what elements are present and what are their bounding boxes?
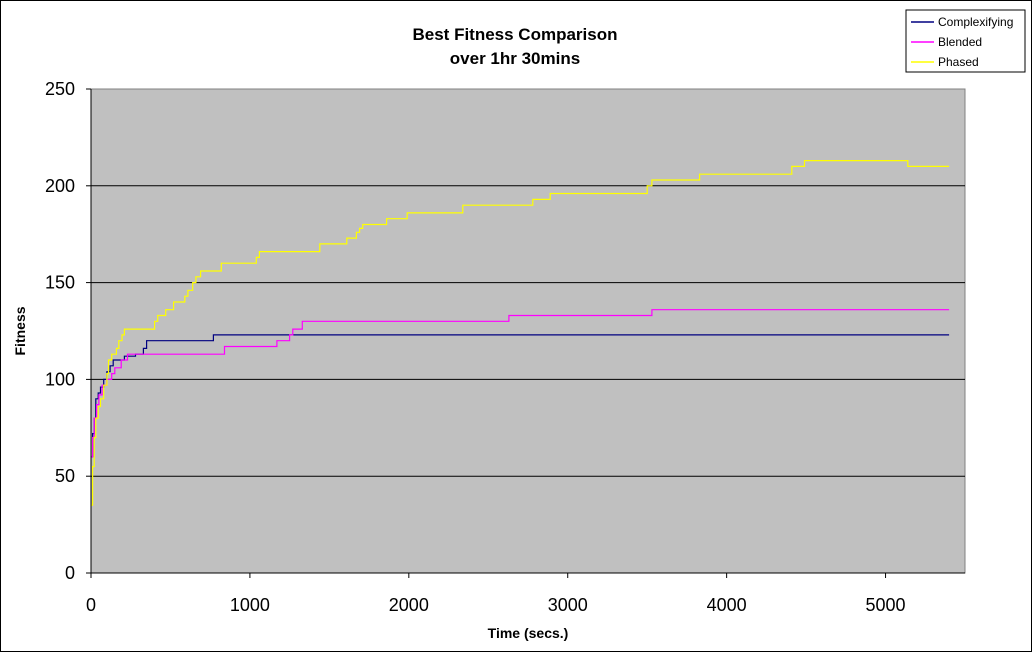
grid-lines — [91, 185, 965, 477]
y-ticks: 0 50 100 150 200 250 — [45, 79, 91, 583]
y-tick-label: 200 — [45, 176, 75, 196]
series-line-phased — [91, 160, 950, 506]
series-line-blended — [91, 309, 950, 458]
x-tick-label: 4000 — [707, 595, 747, 615]
chart-subtitle: over 1hr 30mins — [450, 49, 580, 68]
x-axis-label: Time (secs.) — [488, 625, 569, 641]
x-tick-label: 1000 — [230, 595, 270, 615]
legend-items: Complexifying Blended Phased — [911, 15, 1013, 69]
y-tick-label: 0 — [65, 563, 75, 583]
legend-label: Complexifying — [938, 15, 1013, 29]
x-tick-label: 5000 — [866, 595, 906, 615]
y-axis-label: Fitness — [12, 306, 28, 355]
x-tick-label: 2000 — [389, 595, 429, 615]
y-tick-label: 100 — [45, 369, 75, 389]
x-tick-label: 0 — [86, 595, 96, 615]
plot-area — [90, 88, 966, 574]
x-tick-label: 3000 — [548, 595, 588, 615]
y-tick-label: 250 — [45, 79, 75, 99]
chart-title: Best Fitness Comparison — [413, 25, 618, 44]
y-tick-label: 50 — [55, 466, 75, 486]
axes — [90, 89, 965, 574]
series-lines — [91, 160, 950, 506]
legend-label: Phased — [938, 55, 979, 69]
legend-label: Blended — [938, 35, 982, 49]
series-line-complexifying — [91, 334, 950, 458]
legend: Complexifying Blended Phased — [905, 9, 1026, 73]
x-ticks: 0 1000 2000 3000 4000 5000 — [86, 573, 906, 615]
y-tick-label: 150 — [45, 273, 75, 293]
